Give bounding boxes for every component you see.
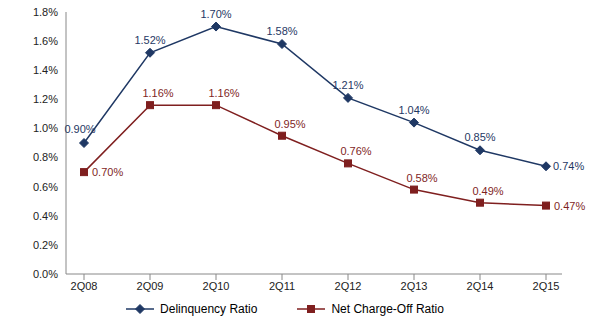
svg-text:0.2%: 0.2%: [33, 239, 58, 251]
svg-text:0.90%: 0.90%: [64, 123, 95, 135]
svg-text:1.16%: 1.16%: [142, 87, 173, 99]
svg-text:2Q12: 2Q12: [335, 280, 362, 292]
svg-text:0.76%: 0.76%: [340, 145, 371, 157]
svg-text:1.6%: 1.6%: [33, 35, 58, 47]
svg-text:1.21%: 1.21%: [332, 79, 363, 91]
svg-text:0.85%: 0.85%: [464, 131, 495, 143]
svg-text:2Q14: 2Q14: [467, 280, 494, 292]
svg-text:0.58%: 0.58%: [406, 172, 437, 184]
svg-text:1.04%: 1.04%: [398, 104, 429, 116]
svg-text:1.52%: 1.52%: [134, 34, 165, 46]
svg-text:0.0%: 0.0%: [33, 268, 58, 280]
svg-text:1.2%: 1.2%: [33, 93, 58, 105]
svg-text:0.95%: 0.95%: [274, 118, 305, 130]
svg-text:2Q09: 2Q09: [137, 280, 164, 292]
svg-text:2Q10: 2Q10: [203, 280, 230, 292]
svg-text:0.47%: 0.47%: [554, 200, 585, 212]
svg-text:1.8%: 1.8%: [33, 6, 58, 18]
svg-text:2Q13: 2Q13: [401, 280, 428, 292]
svg-text:0.4%: 0.4%: [33, 210, 58, 222]
svg-text:1.4%: 1.4%: [33, 64, 58, 76]
svg-text:0.74%: 0.74%: [553, 160, 584, 172]
svg-text:1.58%: 1.58%: [266, 25, 297, 37]
svg-text:2Q15: 2Q15: [533, 280, 560, 292]
svg-text:1.0%: 1.0%: [33, 122, 58, 134]
svg-text:2Q11: 2Q11: [269, 280, 295, 292]
html-text:Delinquency Ratio: Delinquency Ratio: [160, 302, 258, 316]
svg-text:0.8%: 0.8%: [33, 151, 58, 163]
svg-text:0.49%: 0.49%: [472, 185, 503, 197]
svg-text:1.70%: 1.70%: [200, 8, 231, 20]
svg-text:0.70%: 0.70%: [92, 166, 123, 178]
svg-text:2Q08: 2Q08: [71, 280, 98, 292]
svg-text:1.16%: 1.16%: [208, 87, 239, 99]
html-text:Net Charge-Off Ratio: Net Charge-Off Ratio: [331, 302, 444, 316]
svg-text:0.6%: 0.6%: [33, 181, 58, 193]
